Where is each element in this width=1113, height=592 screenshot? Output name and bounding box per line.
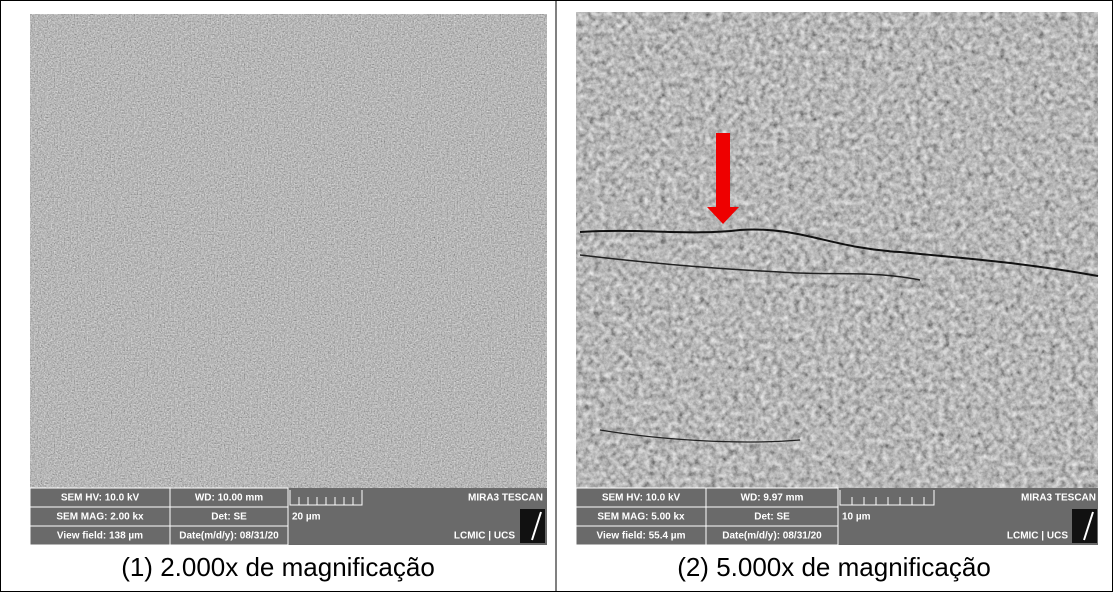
info-text: View field: 55.4 µm [597, 531, 686, 542]
info-text: MIRA3 TESCAN [1021, 493, 1096, 504]
info-text: SEM HV: 10.0 kV [602, 493, 681, 504]
info-text: 20 µm [292, 512, 321, 523]
info-text: LCMIC | UCS [1007, 531, 1068, 542]
caption: (2) 5.000x de magnificação [677, 552, 991, 582]
sem-image [30, 14, 547, 488]
info-text: SEM MAG: 2.00 kx [56, 512, 144, 523]
info-text: View field: 138 µm [57, 531, 143, 542]
panel: SEM HV: 10.0 kV WD: 10.00 mm SEM MAG: 2.… [30, 14, 547, 582]
arrow-shaft [716, 133, 730, 209]
info-text: MIRA3 TESCAN [468, 493, 543, 504]
info-text: WD: 10.00 mm [195, 493, 263, 504]
info-text: SEM MAG: 5.00 kx [597, 512, 685, 523]
info-text: Det: SE [211, 512, 247, 523]
caption: (1) 2.000x de magnificação [121, 552, 435, 582]
info-bar: SEM HV: 10.0 kV WD: 9.97 mm SEM MAG: 5.0… [576, 488, 1098, 545]
sem-image [576, 12, 1098, 488]
info-text: WD: 9.97 mm [741, 493, 804, 504]
info-text: 10 µm [842, 512, 871, 523]
panel: SEM HV: 10.0 kV WD: 9.97 mm SEM MAG: 5.0… [576, 12, 1098, 582]
figure: SEM HV: 10.0 kV WD: 10.00 mm SEM MAG: 2.… [0, 0, 1113, 592]
info-text: Date(m/d/y): 08/31/20 [179, 531, 279, 542]
info-text: Det: SE [754, 512, 790, 523]
info-text: LCMIC | UCS [454, 531, 515, 542]
info-text: SEM HV: 10.0 kV [61, 493, 140, 504]
info-text: Date(m/d/y): 08/31/20 [722, 531, 822, 542]
info-bar: SEM HV: 10.0 kV WD: 10.00 mm SEM MAG: 2.… [30, 488, 547, 545]
